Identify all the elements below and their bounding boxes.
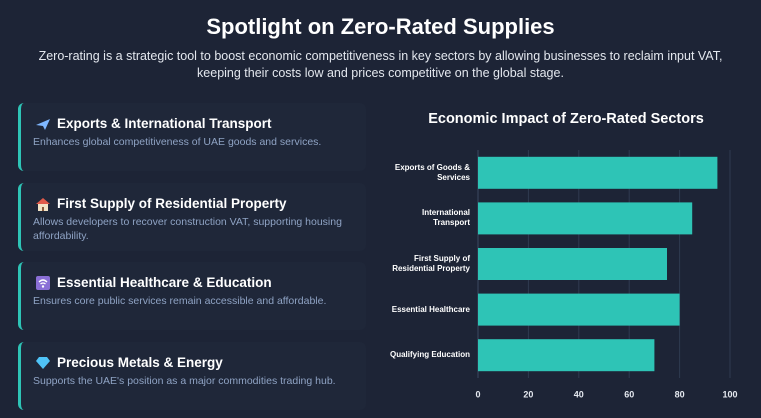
card-description: Supports the UAE's position as a major c…	[33, 375, 336, 387]
bar	[478, 156, 718, 189]
icon	[36, 198, 50, 211]
card: First Supply of Residential Property All…	[18, 183, 366, 251]
y-tick-label: Qualifying Education	[389, 350, 470, 360]
card-title: Essential Healthcare & Education	[57, 275, 272, 290]
y-tick-label: International Transport	[421, 208, 470, 228]
card: Exports & International Transport Enhanc…	[18, 103, 366, 171]
x-tick-label: 40	[574, 389, 584, 399]
card: Precious Metals & Energy Supports the UA…	[18, 342, 366, 410]
x-tick-label: 60	[624, 389, 634, 399]
x-tick-label: 80	[675, 389, 685, 399]
icon	[36, 357, 50, 369]
bar	[478, 248, 667, 280]
card-description: Allows developers to recover constructio…	[33, 216, 342, 242]
card-description: Enhances global competitiveness of UAE g…	[33, 136, 322, 148]
x-tick-label: 20	[523, 389, 533, 399]
page-title: Spotlight on Zero-Rated Supplies	[206, 14, 555, 39]
card-title: First Supply of Residential Property	[57, 196, 287, 211]
chart-plot: 0 20 40 60 80 100	[475, 150, 738, 399]
bar	[478, 293, 680, 326]
page-subtitle: Zero-rating is a strategic tool to boost…	[38, 49, 723, 80]
icon	[36, 276, 50, 290]
bar	[478, 202, 693, 235]
card-description: Ensures core public services remain acce…	[33, 295, 327, 307]
y-tick-label: First Supply of Residential Property	[392, 254, 470, 273]
card-title: Exports & International Transport	[57, 116, 272, 131]
icon	[36, 119, 50, 130]
y-tick-label: Essential Healthcare	[391, 304, 470, 314]
x-tick-label: 0	[475, 389, 480, 399]
y-tick-label: Exports of Goods & Services	[394, 162, 470, 182]
chart: Economic Impact of Zero-Rated Sectors 0 2…	[380, 100, 761, 418]
bar	[478, 339, 655, 372]
card: Essential Healthcare & Education Ensures…	[18, 262, 366, 330]
x-tick-label: 100	[722, 389, 737, 399]
chart-title: Economic Impact of Zero-Rated Sectors	[428, 111, 704, 127]
card-title: Precious Metals & Energy	[57, 355, 223, 370]
